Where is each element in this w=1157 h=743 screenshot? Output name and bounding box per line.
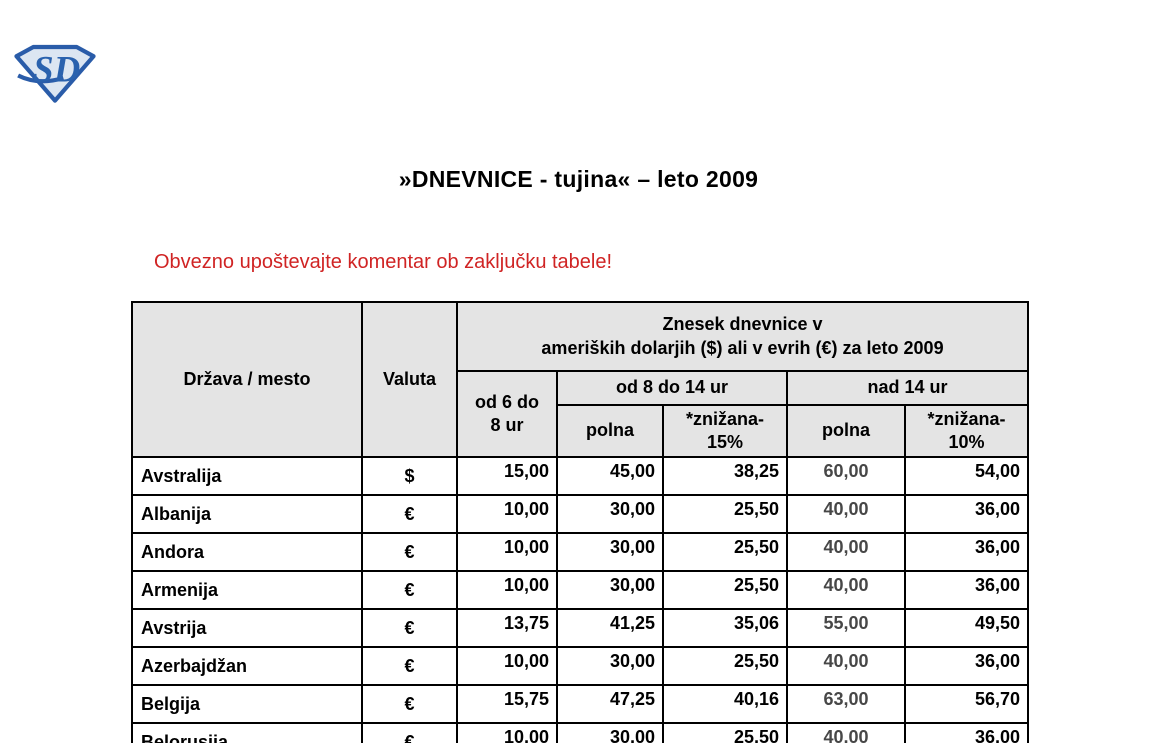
cell-currency: € xyxy=(361,722,458,743)
header-row-3: polna *znižana- 15% polna *znižana- 10% xyxy=(132,404,1030,458)
cell-6-8: 13,75 xyxy=(456,608,558,648)
cell-reduced-8-14: 25,50 xyxy=(662,722,788,743)
table-row: Avstralija $ 15,00 45,00 38,25 60,00 54,… xyxy=(131,456,1030,496)
col-header-currency: Valuta xyxy=(361,301,458,458)
cell-reduced-8-14: 25,50 xyxy=(662,532,788,572)
cell-full-8-14: 30,00 xyxy=(556,722,664,743)
cell-reduced-over-14: 36,00 xyxy=(903,570,1030,610)
cell-reduced-over-14: 36,00 xyxy=(903,722,1030,743)
col-header-over-14: nad 14 ur xyxy=(785,370,1030,406)
cell-6-8: 10,00 xyxy=(456,532,558,572)
cell-6-8: 10,00 xyxy=(456,494,558,534)
col-header-full-over-14: polna xyxy=(786,404,906,458)
cell-full-8-14: 45,00 xyxy=(556,456,664,496)
cell-full-over-14: 40,00 xyxy=(786,570,906,610)
cell-currency: € xyxy=(361,684,458,724)
cell-full-over-14: 40,00 xyxy=(786,532,906,572)
cell-currency: € xyxy=(361,570,458,610)
cell-currency: $ xyxy=(361,456,458,496)
cell-country: Andora xyxy=(131,532,363,572)
cell-full-8-14: 47,25 xyxy=(556,684,664,724)
cell-full-8-14: 30,00 xyxy=(556,494,664,534)
cell-full-over-14: 40,00 xyxy=(786,646,906,686)
col-header-full-8-14: polna xyxy=(556,404,664,458)
sd-diamond-logo-icon: SD xyxy=(14,44,96,103)
table-row: Azerbajdžan € 10,00 30,00 25,50 40,00 36… xyxy=(131,646,1030,686)
cell-reduced-8-14: 25,50 xyxy=(662,646,788,686)
cell-country: Avstralija xyxy=(131,456,363,496)
cell-6-8: 10,00 xyxy=(456,722,558,743)
cell-country: Armenija xyxy=(131,570,363,610)
cell-reduced-8-14: 40,16 xyxy=(662,684,788,724)
col-header-6-8: od 6 do 8 ur xyxy=(456,370,558,458)
col-header-amount-title: Znesek dnevnice v ameriških dolarjih ($)… xyxy=(455,301,1030,372)
header-row-1: Država / mesto Valuta Znesek dnevnice v … xyxy=(131,301,1030,458)
cell-country: Belorusija xyxy=(131,722,363,743)
cell-country: Belgija xyxy=(131,684,363,724)
col-header-reduced-10: *znižana- 10% xyxy=(903,404,1030,458)
table-row: Belgija € 15,75 47,25 40,16 63,00 56,70 xyxy=(131,684,1030,724)
cell-full-over-14: 40,00 xyxy=(786,722,906,743)
cell-country: Azerbajdžan xyxy=(131,646,363,686)
cell-reduced-over-14: 36,00 xyxy=(903,494,1030,534)
cell-reduced-over-14: 36,00 xyxy=(903,532,1030,572)
cell-currency: € xyxy=(361,608,458,648)
cell-full-8-14: 30,00 xyxy=(556,570,664,610)
table-row: Andora € 10,00 30,00 25,50 40,00 36,00 xyxy=(131,532,1030,572)
table-row: Armenija € 10,00 30,00 25,50 40,00 36,00 xyxy=(131,570,1030,610)
cell-reduced-8-14: 25,50 xyxy=(662,570,788,610)
cell-full-over-14: 63,00 xyxy=(786,684,906,724)
col-header-reduced-15: *znižana- 15% xyxy=(662,404,788,458)
cell-reduced-8-14: 35,06 xyxy=(662,608,788,648)
cell-reduced-over-14: 49,50 xyxy=(903,608,1030,648)
col-header-country: Država / mesto xyxy=(131,301,363,458)
cell-reduced-8-14: 25,50 xyxy=(662,494,788,534)
cell-reduced-over-14: 36,00 xyxy=(903,646,1030,686)
cell-country: Avstrija xyxy=(131,608,363,648)
cell-6-8: 10,00 xyxy=(456,646,558,686)
warning-text: Obvezno upoštevajte komentar ob zaključk… xyxy=(154,251,613,273)
cell-reduced-over-14: 54,00 xyxy=(903,456,1030,496)
cell-currency: € xyxy=(361,646,458,686)
cell-currency: € xyxy=(361,532,458,572)
col-header-8-14: od 8 do 14 ur xyxy=(556,370,788,406)
cell-currency: € xyxy=(361,494,458,534)
cell-6-8: 10,00 xyxy=(456,570,558,610)
cell-reduced-8-14: 38,25 xyxy=(662,456,788,496)
cell-6-8: 15,75 xyxy=(456,684,558,724)
logo-letters: SD xyxy=(33,48,80,89)
header-row-2: od 6 do 8 ur od 8 do 14 ur nad 14 ur xyxy=(132,370,1030,458)
cell-full-over-14: 40,00 xyxy=(786,494,906,534)
cell-full-8-14: 41,25 xyxy=(556,608,664,648)
table-row: Avstrija € 13,75 41,25 35,06 55,00 49,50 xyxy=(131,608,1030,648)
cell-country: Albanija xyxy=(131,494,363,534)
cell-full-8-14: 30,00 xyxy=(556,532,664,572)
cell-full-over-14: 55,00 xyxy=(786,608,906,648)
cell-6-8: 15,00 xyxy=(456,456,558,496)
per-diem-table: Država / mesto Valuta Znesek dnevnice v … xyxy=(131,301,1030,743)
cell-reduced-over-14: 56,70 xyxy=(903,684,1030,724)
cell-full-over-14: 60,00 xyxy=(786,456,906,496)
table-row: Albanija € 10,00 30,00 25,50 40,00 36,00 xyxy=(131,494,1030,534)
page-title: »DNEVNICE - tujina« – leto 2009 xyxy=(398,166,759,192)
cell-full-8-14: 30,00 xyxy=(556,646,664,686)
table-row: Belorusija € 10,00 30,00 25,50 40,00 36,… xyxy=(131,722,1030,743)
